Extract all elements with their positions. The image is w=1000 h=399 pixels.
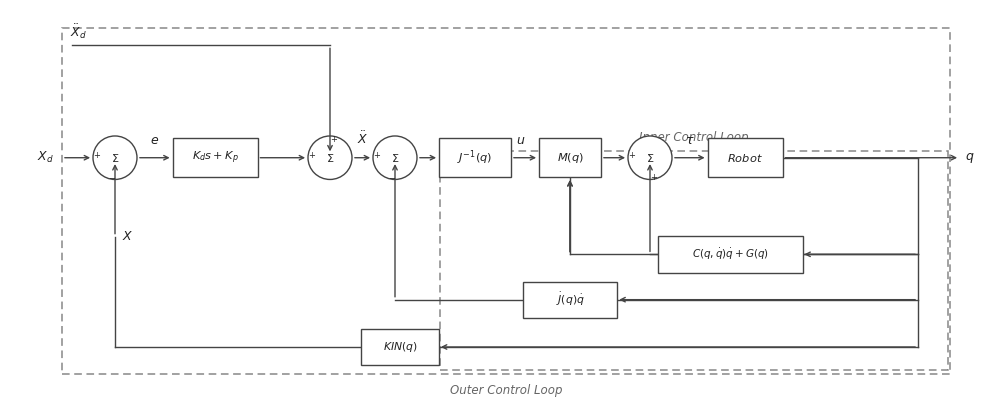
Text: $\dot{J}(q)\dot{q}$: $\dot{J}(q)\dot{q}$ — [556, 291, 584, 308]
Text: $+$: $+$ — [373, 150, 381, 160]
FancyBboxPatch shape — [539, 138, 601, 178]
Text: $\ddot{X}_d$: $\ddot{X}_d$ — [70, 23, 87, 41]
Text: $\Sigma$: $\Sigma$ — [326, 152, 334, 164]
Text: $-$: $-$ — [388, 172, 396, 181]
Text: Inner Control Loop: Inner Control Loop — [639, 130, 749, 144]
Text: $J^{-1}(q)$: $J^{-1}(q)$ — [457, 148, 493, 167]
FancyBboxPatch shape — [439, 138, 511, 178]
Text: $\Sigma$: $\Sigma$ — [646, 152, 654, 164]
Text: $M(q)$: $M(q)$ — [557, 151, 583, 165]
Text: Outer Control Loop: Outer Control Loop — [450, 384, 562, 397]
Text: $q$: $q$ — [965, 151, 974, 165]
FancyBboxPatch shape — [658, 235, 802, 273]
Text: $C(q,\dot{q})\dot{q}+G(q)$: $C(q,\dot{q})\dot{q}+G(q)$ — [692, 247, 768, 262]
FancyBboxPatch shape — [522, 282, 617, 318]
Text: $\Sigma$: $\Sigma$ — [111, 152, 119, 164]
Text: $KIN(q)$: $KIN(q)$ — [383, 340, 417, 354]
Text: $+$: $+$ — [628, 150, 636, 160]
Text: $+$: $+$ — [308, 150, 316, 160]
FancyBboxPatch shape — [173, 138, 258, 178]
Text: $-$: $-$ — [108, 172, 116, 181]
Text: $\Sigma$: $\Sigma$ — [391, 152, 399, 164]
FancyBboxPatch shape — [361, 329, 439, 365]
Text: $\tau$: $\tau$ — [685, 134, 695, 147]
Text: $K_d s+K_p$: $K_d s+K_p$ — [192, 150, 238, 166]
Text: $X$: $X$ — [122, 230, 133, 243]
Ellipse shape — [373, 136, 417, 180]
Ellipse shape — [93, 136, 137, 180]
Ellipse shape — [308, 136, 352, 180]
Text: $Robot$: $Robot$ — [727, 152, 763, 164]
Text: $e$: $e$ — [150, 134, 159, 147]
Text: $\ddot{X}$: $\ddot{X}$ — [357, 130, 368, 147]
Text: $X_d$: $X_d$ — [37, 150, 54, 165]
Text: $+$: $+$ — [330, 134, 338, 144]
Text: $+$: $+$ — [93, 150, 101, 160]
FancyBboxPatch shape — [708, 138, 782, 178]
Ellipse shape — [628, 136, 672, 180]
Text: $u$: $u$ — [516, 134, 526, 147]
Text: $+$: $+$ — [650, 172, 658, 182]
